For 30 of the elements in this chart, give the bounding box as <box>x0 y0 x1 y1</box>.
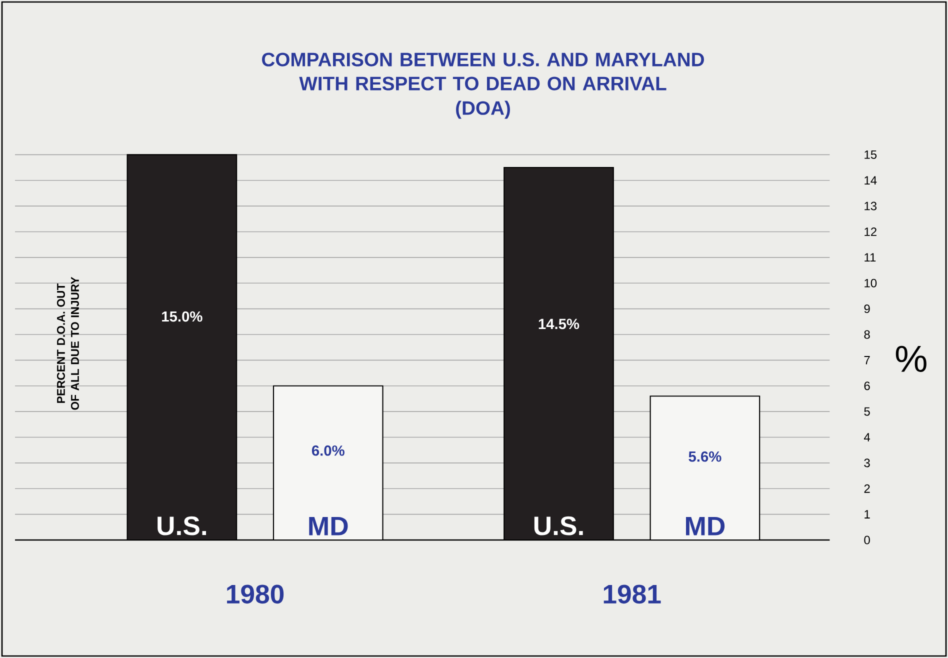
y-tick-label: 5 <box>864 407 870 416</box>
text: MD <box>686 516 725 536</box>
y-tick-label: 15 <box>864 150 877 159</box>
chart-subtitle: (DOA) <box>456 100 510 119</box>
y-tick-label: 14 <box>864 176 877 184</box>
y-tick-label: 3 <box>864 458 870 468</box>
x-tick-label: 1980 <box>227 584 284 604</box>
y-tick-label: 8 <box>864 330 870 339</box>
y-tick-label: 6 <box>864 382 870 390</box>
y-tick-label: 2 <box>864 484 870 493</box>
y-tick-label: 0 <box>864 536 870 544</box>
x-tick-label: 1981 <box>604 584 661 604</box>
y-tick-label: 1 <box>864 510 870 518</box>
chart-title: COMPARISON BETWEEN U.S. AND MARYLAND WITH RESPECT TO DEAD ON ARRIVAL <box>262 52 704 90</box>
y-axis-title: PERCENT D.O.A. OUT OF ALL DUE TO INJURY <box>56 276 79 410</box>
y-tick-label: 9 <box>864 304 870 314</box>
y-tick-label: 10 <box>864 278 877 288</box>
text: U.S. <box>534 516 583 536</box>
y2-axis-title: % <box>896 346 926 372</box>
y-tick-label: 7 <box>864 356 870 364</box>
series-label: U.S. <box>158 516 206 536</box>
y-tick-label: 13 <box>864 202 877 210</box>
y-tick-label: 11 <box>864 253 876 262</box>
y-tick-label: 12 <box>864 228 876 236</box>
series-label: MD <box>309 516 348 536</box>
y-tick-label: 4 <box>864 433 870 442</box>
data-label: 14.5% <box>538 318 580 330</box>
data-label: 6.0% <box>312 445 344 456</box>
data-label: 15.0% <box>162 311 202 322</box>
data-label: 5.6% <box>688 451 722 462</box>
